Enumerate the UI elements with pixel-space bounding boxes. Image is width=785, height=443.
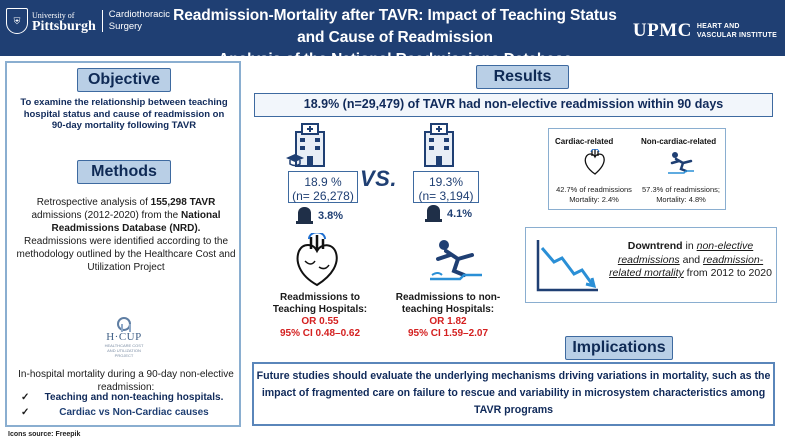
- downtrend-i1: non-elective readmissions: [617, 240, 754, 266]
- teaching-stat-box: 18.9 % (n= 26,278): [288, 171, 358, 203]
- falling-person-icon: [668, 152, 694, 174]
- list-item: ✓ Teaching and non-teaching hospitals.: [21, 391, 231, 404]
- tombstone-icon: [296, 207, 313, 224]
- downtrend-text: Downtrend in non-elective readmissions a…: [608, 240, 773, 281]
- teaching-mortality: 3.8%: [318, 210, 344, 222]
- nonteaching-stat-box: 19.3% (n= 3,194): [413, 171, 479, 203]
- cardiac-panel: Cardiac-related Non-cardiac-related 42.7…: [548, 128, 726, 210]
- pitt-seal-icon: ⛨: [6, 8, 28, 34]
- methods-checklist: ✓ Teaching and non-teaching hospitals. ✓ C…: [21, 391, 231, 421]
- noncardiac-title: Non-cardiac-related: [641, 137, 717, 146]
- hcup-icon: [117, 317, 131, 332]
- upmc-sub-line1: HEART AND: [696, 23, 740, 30]
- teaching-label-line2: Teaching Hospitals:: [272, 304, 368, 315]
- implications-text: Future studies should evaluate the under…: [252, 362, 775, 426]
- check2-text: Cardiac vs Non-Cardiac causes: [59, 407, 209, 418]
- nonteaching-label: Readmissions to non- teaching Hospitals:…: [388, 292, 508, 340]
- implications-heading: Implications: [565, 336, 673, 360]
- left-panel: Objective To examine the relationship be…: [5, 61, 241, 427]
- teaching-n: (n= 26,278): [292, 189, 354, 203]
- title-line1: Readmission-Mortality after TAVR: Impact…: [173, 7, 617, 46]
- upmc-word: UPMC: [632, 20, 692, 41]
- teaching-label: Readmissions to Teaching Hospitals: OR 0…: [265, 292, 375, 340]
- pitt-logo: ⛨ University of Pittsburgh Cardiothoraci…: [6, 8, 170, 34]
- methods-heading: Methods: [77, 160, 171, 184]
- methods-paragraph: Retrospective analysis of 155,298 TAVR a…: [15, 196, 237, 274]
- hcup-logo: H·CUP HEALTHCARE COST AND UTILIZATION PR…: [104, 317, 144, 358]
- heart-icon: [584, 149, 605, 175]
- upmc-logo: UPMC HEART AND VASCULAR INSTITUTE: [633, 20, 777, 42]
- tombstone-icon: [425, 205, 442, 222]
- teaching-pct: 18.9 %: [304, 175, 342, 189]
- upmc-sub-line2: VASCULAR INSTITUTE: [696, 32, 777, 39]
- mortality-text: In-hospital mortality during a 90-day no…: [18, 369, 234, 393]
- objective-text: To examine the relationship between teac…: [20, 97, 228, 131]
- hcup-small: HEALTHCARE COST AND UTILIZATION PROJECT: [104, 343, 144, 358]
- icons-source: Icons source: Freepik: [8, 431, 81, 438]
- poster-title: Readmission-Mortality after TAVR: Impact…: [170, 5, 620, 71]
- cardiac-text: 42.7% of readmissions Mortality: 2.4%: [551, 185, 637, 205]
- pitt-dept-line1: Cardiothoracic: [108, 9, 171, 20]
- heart-icon: [296, 233, 338, 287]
- downtrend-and: and: [679, 253, 704, 266]
- pitt-dept-line2: Surgery: [108, 21, 143, 32]
- nonteaching-label-line2: teaching Hospitals:: [401, 304, 495, 315]
- hospital-icon: [286, 123, 325, 167]
- nonteaching-ci: 95% CI 1.59–2.07: [407, 328, 489, 339]
- nonteaching-label-line1: Readmissions to non-: [395, 292, 501, 303]
- nonteaching-pct: 19.3%: [428, 175, 464, 189]
- methods-p1-pre: Retrospective analysis of: [36, 197, 151, 208]
- methods-p2: Readmissions were identified according t…: [16, 236, 236, 273]
- methods-p1-bold: 155,298 TAVR: [150, 197, 216, 208]
- cardiac-line2: Mortality: 2.4%: [569, 195, 619, 204]
- list-item: ✓ Cardiac vs Non-Cardiac causes: [21, 406, 231, 419]
- pitt-univ-of: University of: [32, 11, 75, 20]
- noncardiac-line2: Mortality: 4.8%: [656, 195, 706, 204]
- methods-p1-bold2: National Readmissions Database (NRD).: [51, 210, 221, 234]
- cardiac-line1: 42.7% of readmissions: [556, 185, 632, 194]
- title-line2: Analysis of the National Readmissions Da…: [218, 51, 572, 68]
- checkmark-icon: ✓: [21, 407, 30, 418]
- noncardiac-line1: 57.3% of readmissions;: [642, 185, 720, 194]
- downtrend-bold: Downtrend: [627, 240, 683, 252]
- teaching-label-line1: Readmissions to: [279, 292, 361, 303]
- hospital-icon: [424, 123, 454, 167]
- downtrend-chart-icon: [536, 240, 598, 292]
- check1-text: Teaching and non-teaching hospitals.: [44, 392, 224, 403]
- hcup-label: H·CUP: [106, 331, 142, 343]
- methods-p1-mid: admissions (2012-2020) from the: [31, 210, 182, 221]
- objective-heading: Objective: [77, 68, 171, 92]
- results-banner: 18.9% (n=29,479) of TAVR had non-electiv…: [254, 93, 773, 117]
- falling-person-icon: [430, 240, 482, 281]
- header-banner: ⛨ University of Pittsburgh Cardiothoraci…: [0, 0, 785, 68]
- nonteaching-or: OR 1.82: [429, 316, 467, 327]
- vs-label: VS.: [360, 166, 397, 191]
- results-heading: Results: [476, 65, 569, 89]
- downtrend-i2: readmission-related mortality: [609, 253, 764, 280]
- checkmark-icon: ✓: [21, 392, 30, 403]
- downtrend-panel: Downtrend in non-elective readmissions a…: [525, 227, 777, 303]
- noncardiac-text: 57.3% of readmissions; Mortality: 4.8%: [637, 185, 725, 205]
- teaching-or: OR 0.55: [301, 316, 339, 327]
- downtrend-years: from 2012 to 2020: [683, 267, 772, 279]
- pitt-name: Pittsburgh: [32, 19, 96, 34]
- nonteaching-mortality: 4.1%: [447, 208, 473, 220]
- cardiac-title: Cardiac-related: [555, 137, 614, 146]
- nonteaching-n: (n= 3,194): [418, 189, 474, 203]
- teaching-ci: 95% CI 0.48–0.62: [279, 328, 361, 339]
- downtrend-in: in: [682, 240, 697, 252]
